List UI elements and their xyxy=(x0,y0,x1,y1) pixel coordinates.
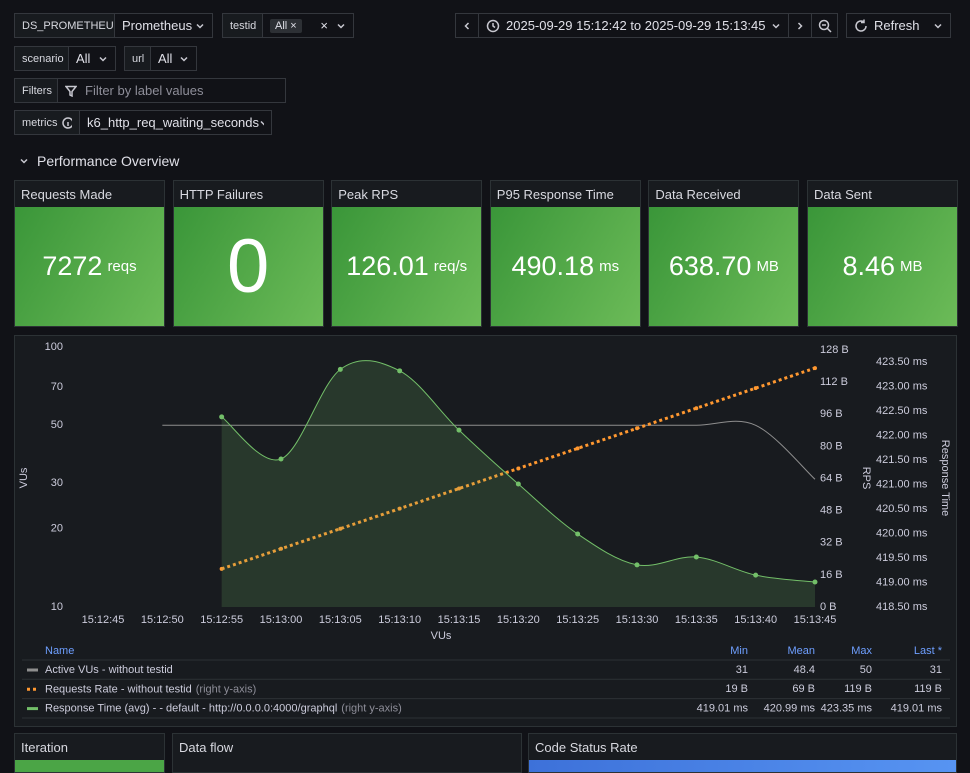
variable-chip[interactable]: All × xyxy=(270,18,302,33)
variable-label: testid xyxy=(222,13,263,38)
panel-fill xyxy=(15,760,164,772)
collapse-icon xyxy=(20,158,28,164)
variable-select[interactable]: All × × xyxy=(262,13,354,38)
stat-body: 8.46 MB xyxy=(808,207,957,326)
stat-unit: req/s xyxy=(433,258,468,275)
metrics-value: k6_http_req_waiting_seconds xyxy=(87,115,260,130)
stat-value: 490.18 xyxy=(511,251,595,281)
stat-value: 126.01 xyxy=(346,251,429,281)
variable-select[interactable]: All xyxy=(150,46,197,71)
stat-panel: Requests Made 7272 reqs xyxy=(14,180,165,327)
refresh-icon xyxy=(855,19,867,32)
time-range: 2025-09-29 15:12:42 to 2025-09-29 15:13:… xyxy=(506,18,766,33)
panel-title: Iteration xyxy=(21,740,68,755)
stat-unit: ms xyxy=(599,258,620,275)
stat-panel: Data Sent 8.46 MB xyxy=(807,180,958,327)
panel-title: Data Received xyxy=(655,187,741,202)
stat-value: 638.70 xyxy=(668,251,752,281)
clock-icon xyxy=(486,19,500,32)
chevron-icon xyxy=(260,120,264,126)
variable-value: All xyxy=(275,19,288,32)
stat-value: 7272 xyxy=(42,251,103,281)
stat-body: 0 xyxy=(173,207,323,326)
chevron-icon xyxy=(180,56,188,62)
time-forward-button[interactable] xyxy=(788,13,812,38)
panel-title: Code Status Rate xyxy=(535,740,638,755)
stat-body: 126.01 req/s xyxy=(332,207,482,326)
panel-title: Peak RPS xyxy=(338,187,399,202)
chevron-icon xyxy=(772,23,780,29)
variable-value: All xyxy=(76,51,91,66)
stat-panel: HTTP Failures 0 xyxy=(172,180,324,327)
stat-unit: MB xyxy=(756,258,779,275)
chevron-right-icon xyxy=(797,21,803,30)
panel-title: HTTP Failures xyxy=(179,187,264,202)
stat-body: 490.18 ms xyxy=(490,207,640,326)
variable-select[interactable]: Prometheus xyxy=(114,13,213,38)
variable-value: Prometheus xyxy=(122,18,193,33)
row-title: Performance Overview xyxy=(37,153,180,169)
chevron-left-icon xyxy=(464,21,470,30)
variable-label: scenario xyxy=(14,46,69,71)
zoom-icon xyxy=(818,19,832,33)
chevron-icon xyxy=(337,23,345,29)
filters-label: Filters xyxy=(14,78,58,103)
zoom-out-button[interactable] xyxy=(811,13,838,38)
chevron-icon xyxy=(196,23,204,29)
metrics-select[interactable]: k6_http_req_waiting_seconds xyxy=(79,110,272,135)
variable-value: All xyxy=(158,51,173,66)
stat-value: 8.46 xyxy=(842,251,896,281)
timeseries-panel xyxy=(14,335,957,727)
panel-fill xyxy=(529,760,956,772)
stat-panel: P95 Response Time 490.18 ms xyxy=(489,180,641,327)
filter-icon xyxy=(65,85,77,97)
stat-unit: MB xyxy=(900,258,923,275)
metrics-label: metrics xyxy=(14,110,80,135)
bottom-panel: Iteration xyxy=(14,733,165,773)
stat-body: 7272 reqs xyxy=(15,207,164,326)
metrics-label-text: metrics xyxy=(22,116,58,129)
variable-select[interactable]: All xyxy=(68,46,116,71)
bottom-panel: Code Status Rate xyxy=(528,733,957,773)
variable-label: url xyxy=(124,46,151,71)
info-icon[interactable] xyxy=(62,116,72,129)
stat-value: 0 xyxy=(226,224,270,309)
time-back-button[interactable] xyxy=(455,13,479,38)
stat-body: 638.70 MB xyxy=(649,207,799,326)
stat-panel: Data Received 638.70 MB xyxy=(648,180,800,327)
chevron-icon xyxy=(99,56,107,62)
filters-input[interactable]: Filter by label values xyxy=(57,78,286,103)
stat-panel: Peak RPS 126.01 req/s xyxy=(331,180,483,327)
bottom-panel: Data flow xyxy=(172,733,522,773)
chevron-icon xyxy=(934,23,942,29)
refresh-button[interactable]: Refresh xyxy=(846,13,951,38)
refresh-label: Refresh xyxy=(874,18,920,33)
row-header[interactable]: Performance Overview xyxy=(19,153,179,169)
panel-title: Requests Made xyxy=(21,187,113,202)
panel-title: Data flow xyxy=(179,740,234,755)
panel-title: P95 Response Time xyxy=(496,187,614,202)
clear-icon[interactable]: × xyxy=(320,18,328,33)
panel-title: Data Sent xyxy=(814,187,872,202)
stat-unit: reqs xyxy=(107,258,137,275)
time-range-picker[interactable]: 2025-09-29 15:12:42 to 2025-09-29 15:13:… xyxy=(478,13,789,38)
variable-label: DS_PROMETHEUS xyxy=(14,13,121,38)
filters-placeholder: Filter by label values xyxy=(85,83,204,98)
